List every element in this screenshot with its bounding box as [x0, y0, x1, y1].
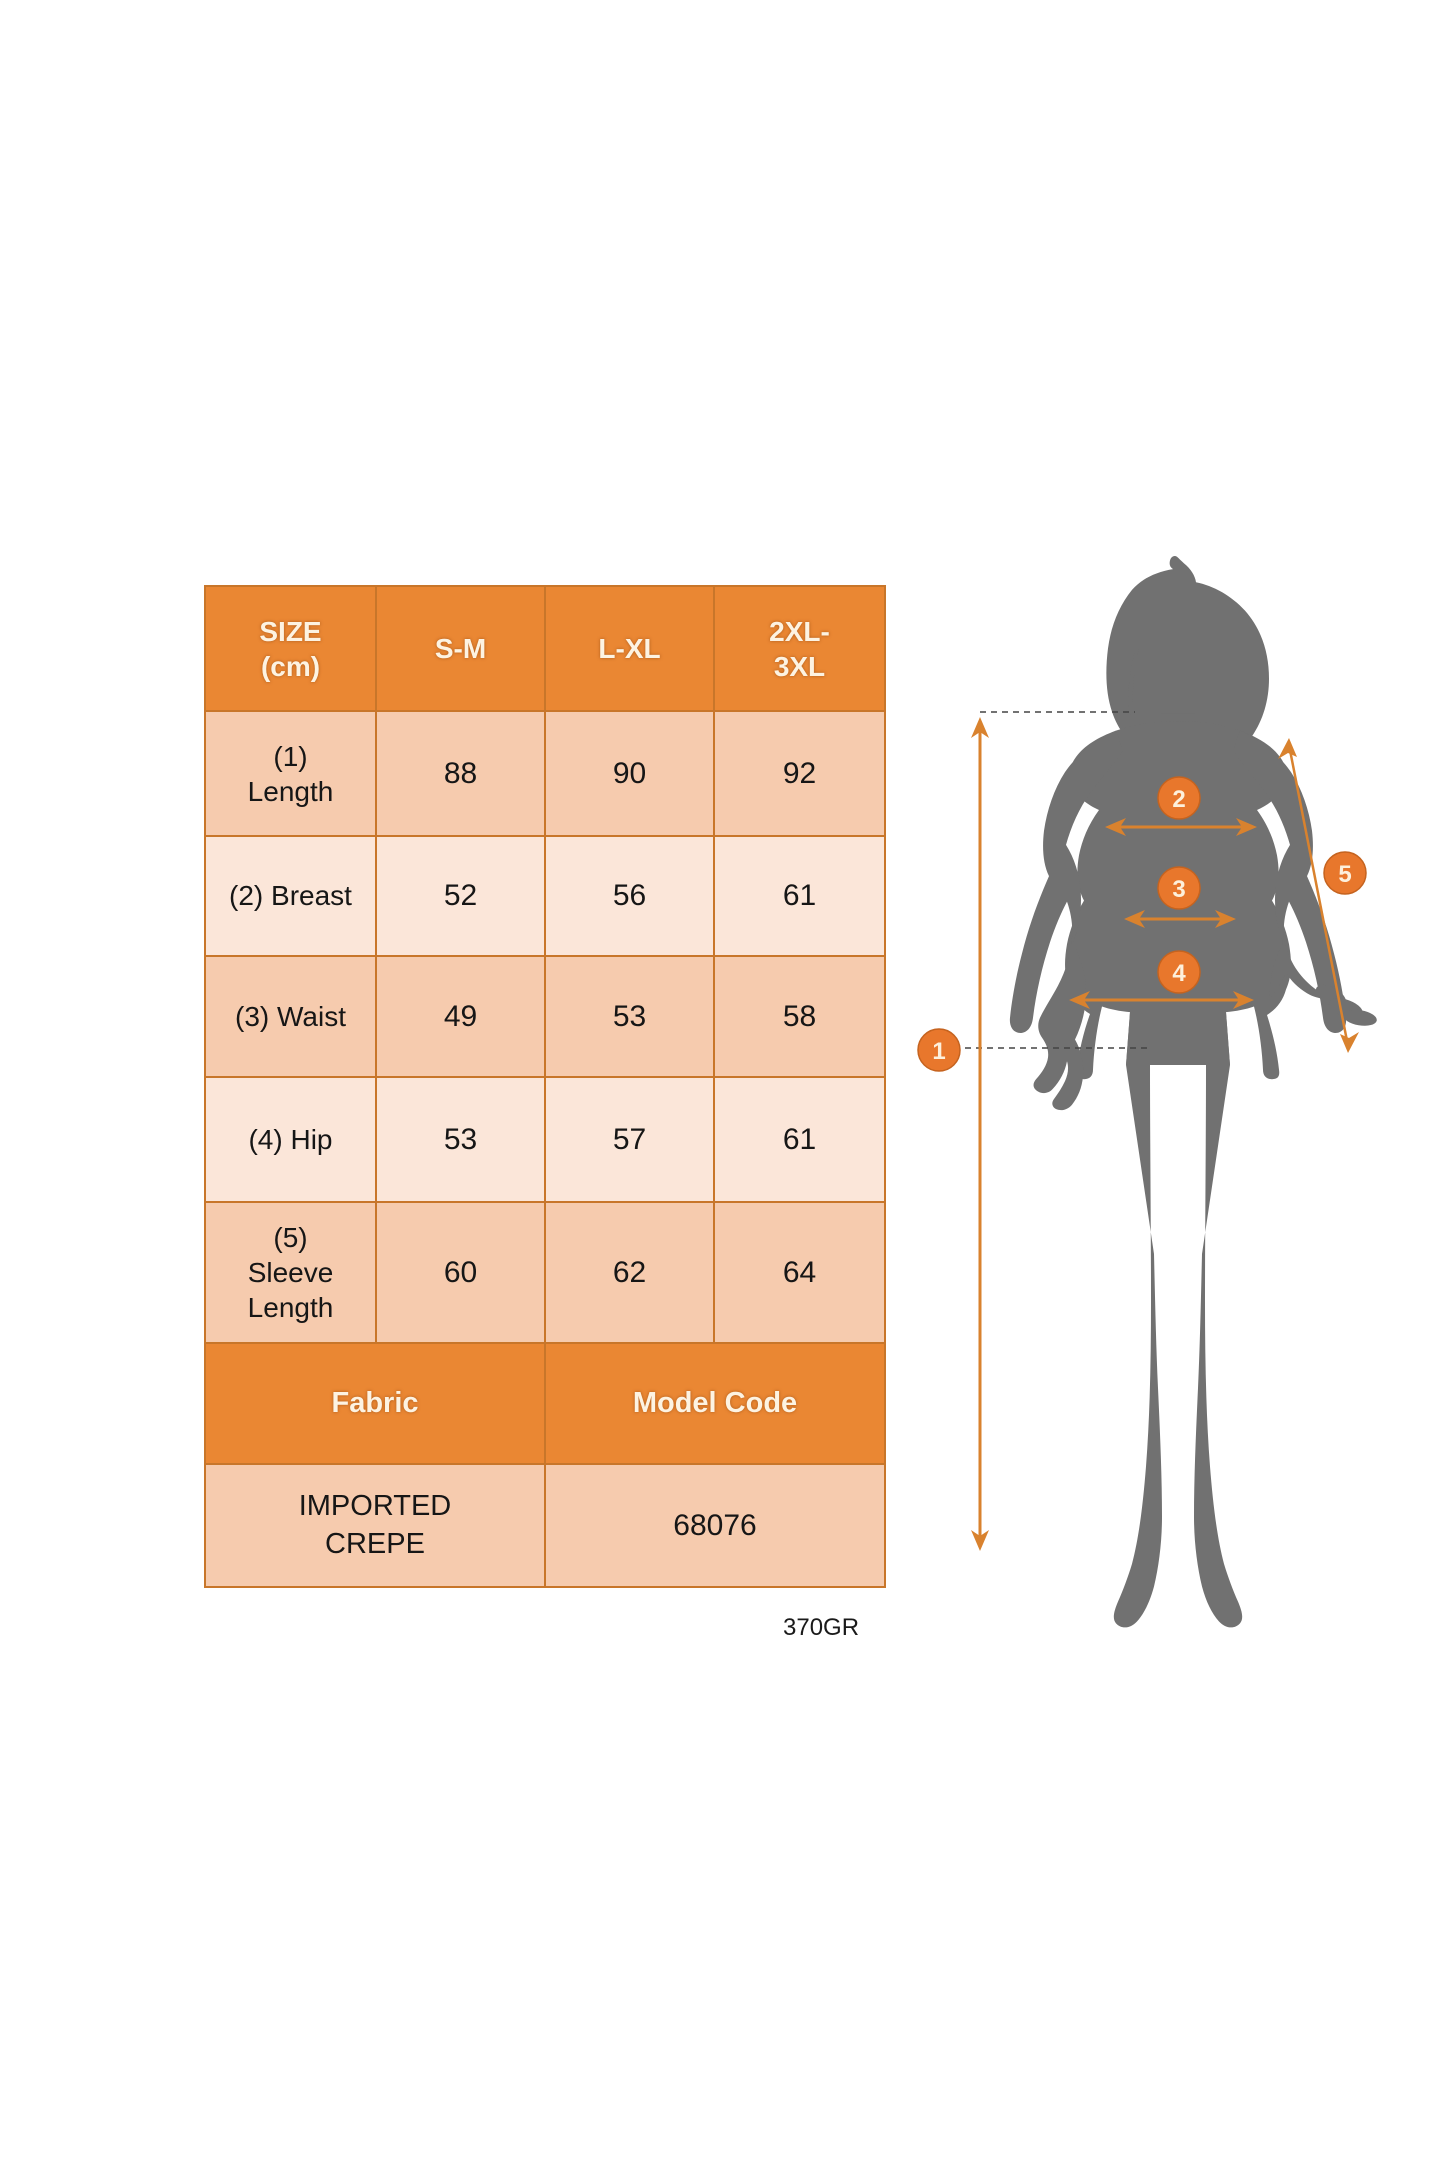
svg-text:1: 1 [932, 1038, 945, 1065]
